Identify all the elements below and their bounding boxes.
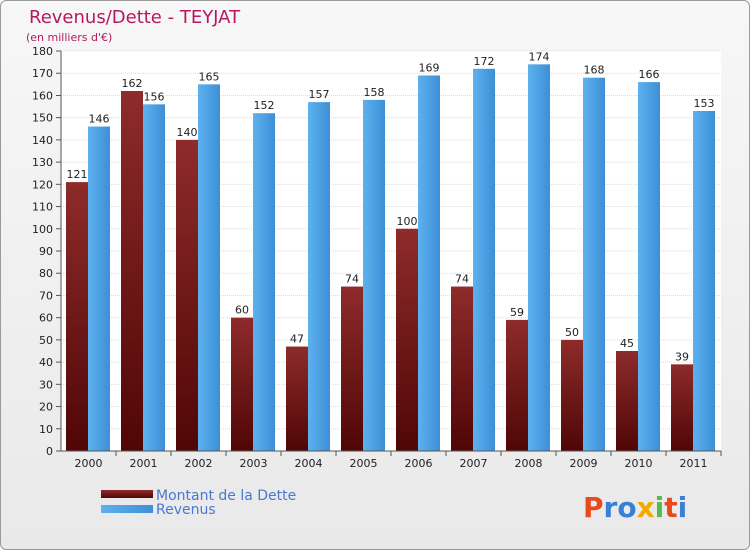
proxiti-logo: Proxiti xyxy=(583,491,687,524)
x-tick-label: 2001 xyxy=(130,457,158,470)
data-label: 157 xyxy=(309,88,330,101)
bar-dette xyxy=(231,317,253,451)
y-tick-label: 30 xyxy=(39,378,53,391)
y-tick-label: 110 xyxy=(32,201,53,214)
legend-label-revenus: Revenus xyxy=(156,502,216,518)
bar-revenus xyxy=(418,75,440,451)
bar-dette xyxy=(176,139,198,451)
y-tick-label: 0 xyxy=(46,445,53,458)
bar-dette xyxy=(561,339,583,451)
y-tick-label: 10 xyxy=(39,423,53,436)
bar-dette xyxy=(341,286,363,451)
data-label: 153 xyxy=(694,97,715,110)
data-label: 174 xyxy=(529,50,550,63)
legend-swatch-debt xyxy=(101,490,153,498)
bar-revenus xyxy=(528,64,550,452)
x-tick-label: 2002 xyxy=(185,457,213,470)
bar-revenus xyxy=(638,82,660,451)
bar-dette xyxy=(66,182,88,451)
bar-dette xyxy=(506,319,528,451)
bar-revenus xyxy=(308,102,330,451)
x-tick-label: 2008 xyxy=(515,457,543,470)
bar-dette xyxy=(286,346,308,451)
y-tick-label: 50 xyxy=(39,334,53,347)
grid-lines xyxy=(61,50,721,452)
data-label: 39 xyxy=(675,350,689,363)
data-label: 140 xyxy=(177,126,198,139)
data-label: 156 xyxy=(144,90,165,103)
y-tick-label: 120 xyxy=(32,178,53,191)
x-tick-label: 2009 xyxy=(570,457,598,470)
data-label: 169 xyxy=(419,61,440,74)
bar-revenus xyxy=(198,84,220,451)
bar-dette xyxy=(616,351,638,451)
x-tick-label: 2011 xyxy=(680,457,708,470)
y-tick-label: 60 xyxy=(39,312,53,325)
bar-dette xyxy=(671,364,693,451)
y-axis: 0 10 20 30 40 50 60 70 80 90 100 110 120 130 140 150 160… xyxy=(32,45,62,458)
x-tick-label: 2004 xyxy=(295,457,323,470)
y-tick-label: 130 xyxy=(32,156,53,169)
data-label: 47 xyxy=(290,333,304,346)
y-tick-label: 80 xyxy=(39,267,53,280)
y-tick-label: 40 xyxy=(39,356,53,369)
y-tick-label: 180 xyxy=(32,45,53,58)
bar-revenus xyxy=(88,126,110,452)
data-label: 166 xyxy=(639,68,660,81)
y-tick-label: 140 xyxy=(32,134,53,147)
x-tick-label: 2007 xyxy=(460,457,488,470)
data-label: 165 xyxy=(199,70,220,83)
bar-revenus xyxy=(583,77,605,452)
legend: Montant de la Dette Revenus xyxy=(101,488,296,518)
data-label: 60 xyxy=(235,304,249,317)
chart-title: Revenus/Dette - TEYJAT xyxy=(29,7,241,28)
bar-dette xyxy=(396,228,418,451)
data-label: 59 xyxy=(510,306,524,319)
bar-revenus xyxy=(693,111,715,451)
x-tick-label: 2003 xyxy=(240,457,268,470)
x-tick-label: 2006 xyxy=(405,457,433,470)
data-label: 74 xyxy=(455,273,469,286)
chart-subtitle: (en milliers d'€) xyxy=(26,31,112,44)
data-label: 158 xyxy=(364,86,385,99)
data-label: 146 xyxy=(89,113,110,126)
y-tick-label: 150 xyxy=(32,112,53,125)
data-label: 50 xyxy=(565,326,579,339)
y-tick-label: 90 xyxy=(39,245,53,258)
legend-label-debt: Montant de la Dette xyxy=(156,488,296,504)
y-tick-label: 20 xyxy=(39,401,53,414)
x-tick-label: 2000 xyxy=(75,457,103,470)
x-tick-label: 2010 xyxy=(625,457,653,470)
y-tick-label: 160 xyxy=(32,89,53,102)
y-tick-label: 100 xyxy=(32,223,53,236)
data-label: 172 xyxy=(474,55,495,68)
data-label: 152 xyxy=(254,99,275,112)
bar-revenus xyxy=(143,104,165,451)
y-tick-label: 170 xyxy=(32,67,53,80)
bar-revenus xyxy=(253,113,275,451)
data-label: 74 xyxy=(345,273,359,286)
bar-revenus xyxy=(473,68,495,452)
data-label: 45 xyxy=(620,337,634,350)
x-tick-label: 2005 xyxy=(350,457,378,470)
bar-dette xyxy=(121,91,143,451)
bar-dette xyxy=(451,286,473,451)
data-label: 168 xyxy=(584,64,605,77)
data-label: 162 xyxy=(122,77,143,90)
bar-revenus xyxy=(363,99,385,451)
data-label: 100 xyxy=(397,215,418,228)
x-axis: 2000 2001 2002 2003 2004 2005 2006 2007 2008 2009… xyxy=(61,450,722,470)
y-tick-label: 70 xyxy=(39,289,53,302)
data-label: 121 xyxy=(67,168,88,181)
legend-swatch-revenus xyxy=(101,505,153,513)
